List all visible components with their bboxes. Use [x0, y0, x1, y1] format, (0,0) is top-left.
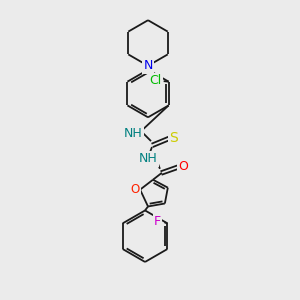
- Text: O: O: [130, 183, 140, 196]
- Text: S: S: [169, 131, 178, 145]
- Text: F: F: [154, 215, 161, 228]
- Text: NH: NH: [139, 152, 158, 165]
- Text: Cl: Cl: [150, 74, 162, 87]
- Text: O: O: [179, 160, 189, 173]
- Text: N: N: [143, 59, 153, 72]
- Text: NH: NH: [124, 127, 142, 140]
